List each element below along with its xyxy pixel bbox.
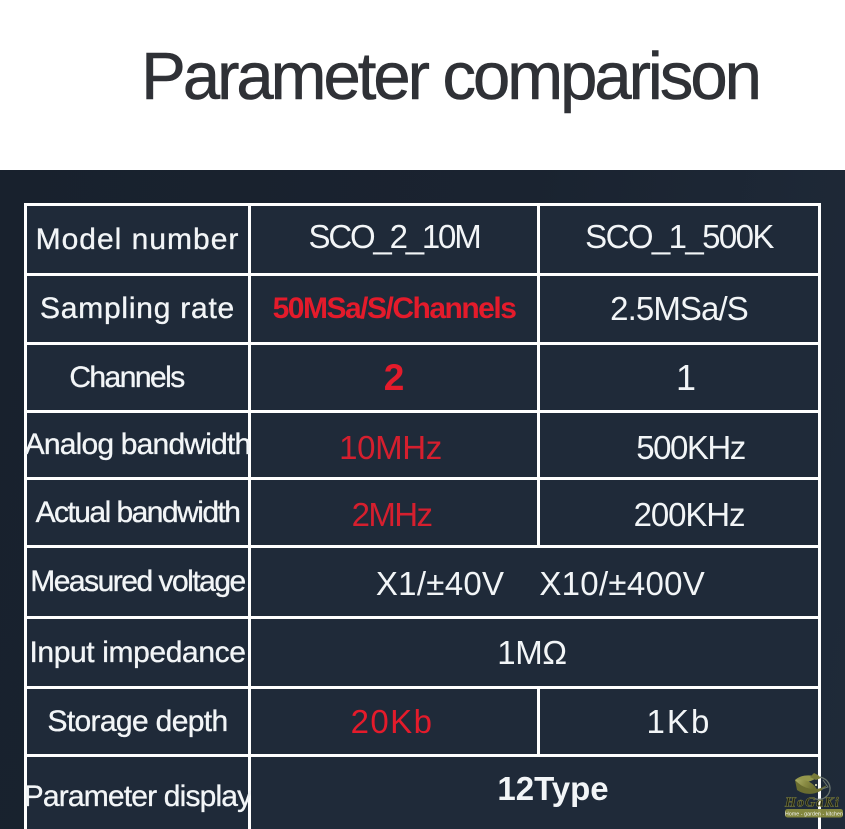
svg-text:HoGaKi: HoGaKi: [784, 796, 840, 811]
svg-text:Home - garden - kitchen: Home - garden - kitchen: [785, 811, 843, 817]
